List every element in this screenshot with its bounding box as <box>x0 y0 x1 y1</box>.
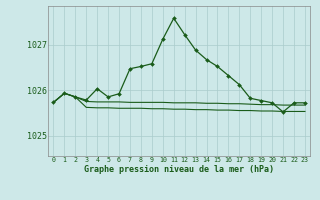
X-axis label: Graphe pression niveau de la mer (hPa): Graphe pression niveau de la mer (hPa) <box>84 165 274 174</box>
